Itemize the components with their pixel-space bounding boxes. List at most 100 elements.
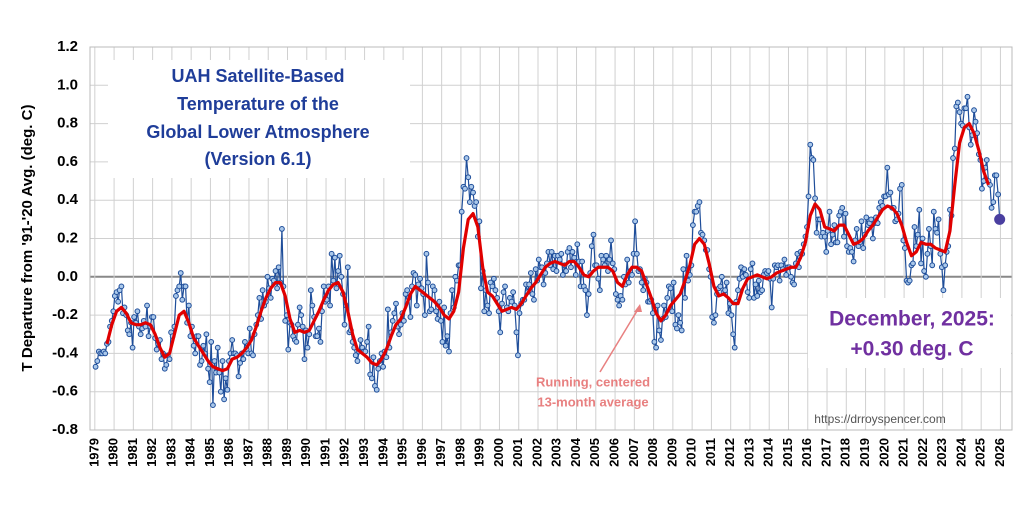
data-point [492,287,499,294]
data-point [150,314,157,320]
data-point [436,298,443,305]
data-point [584,312,590,319]
data-point [478,285,484,292]
data-point [723,279,730,286]
data-point [781,256,788,263]
data-point [299,323,306,330]
data-point [412,271,419,278]
data-point [640,287,647,294]
x-tick-label: 2008 [645,438,660,467]
data-point [884,164,891,171]
data-point [667,285,674,292]
data-point [675,312,682,319]
data-point [776,277,783,284]
data-point [768,304,775,311]
data-point [309,302,316,309]
x-tick-label: 1987 [240,438,255,467]
x-tick-label: 2003 [549,438,564,467]
x-tick-label: 1979 [86,438,101,467]
data-point [465,174,472,181]
data-point [441,304,448,311]
data-point [317,339,324,345]
data-point [145,333,152,340]
data-point [211,358,218,364]
data-point [94,358,101,364]
data-point [839,204,846,211]
data-point [746,294,753,301]
data-point [967,141,974,148]
data-point [352,352,359,359]
data-point [229,337,236,343]
data-point [206,379,213,386]
x-tick-label: 1981 [125,438,140,467]
data-point [553,268,560,274]
data-point [921,268,928,274]
data-point [332,254,338,261]
latest-point [994,213,1006,225]
x-tick-label: 1980 [106,438,121,467]
data-point [295,321,301,328]
annotation: +0.30 deg. C [850,338,973,361]
data-point [470,189,476,196]
note: 13-month average [537,394,648,409]
data-point [656,327,663,334]
x-tick-label: 1988 [260,438,275,467]
data-point [658,337,664,343]
data-point [558,250,565,257]
data-point [834,239,841,246]
data-point [497,329,504,336]
x-tick-label: 2006 [607,438,622,467]
data-point [568,264,574,271]
data-point [563,268,570,274]
data-point [579,258,586,265]
x-tick-label: 1983 [163,438,178,467]
data-point [449,287,455,294]
data-point [341,321,348,328]
x-tick-label: 1997 [433,438,448,467]
data-point [473,199,480,206]
data-point [316,325,322,332]
data-point [749,260,756,267]
data-point [791,281,797,288]
x-tick-label: 1982 [144,438,159,467]
data-point [468,183,475,190]
data-point [735,287,741,294]
data-point [214,344,221,351]
y-tick-label: 1.0 [57,76,78,93]
data-point [677,319,684,326]
data-point [92,363,99,370]
data-point [680,266,687,273]
data-point [572,271,579,278]
data-point [574,241,581,248]
x-tick-label: 2000 [491,438,506,467]
data-point [868,216,875,223]
x-tick-label: 2014 [761,437,776,467]
data-point [354,358,361,364]
data-point [651,339,658,345]
data-point [964,93,971,100]
data-point [529,291,536,297]
data-point [384,306,391,313]
x-tick-label: 2019 [857,438,872,467]
data-point [466,199,473,206]
x-tick-label: 1984 [183,437,198,467]
data-point [224,386,231,393]
data-point [696,199,703,206]
data-point [718,273,725,280]
annotation: December, 2025: [829,308,995,331]
data-point [417,275,423,282]
data-point [606,256,613,263]
data-point [190,342,197,349]
data-point [185,302,192,309]
data-point [446,348,452,355]
data-point [930,208,937,215]
x-tick-label: 2023 [934,438,949,467]
data-point [328,250,335,257]
data-point [131,314,138,320]
x-tick-label: 2018 [838,438,853,467]
data-point [219,358,226,364]
data-point [988,204,995,211]
series-line [105,122,990,373]
data-point [221,396,228,403]
data-point [208,339,215,345]
